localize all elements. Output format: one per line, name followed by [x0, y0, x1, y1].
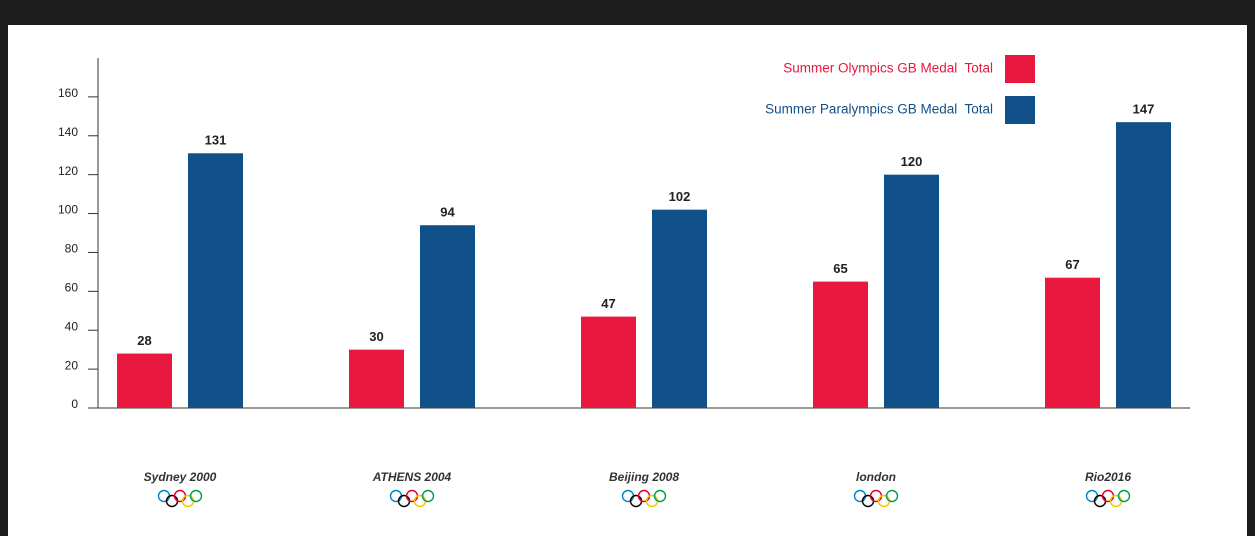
bar [117, 353, 172, 408]
x-tick-label: Sydney 2000 [144, 470, 217, 484]
legend-label: Summer Olympics GB Medal Total [783, 61, 993, 76]
y-tick-label: 60 [65, 281, 79, 295]
bar [349, 349, 404, 408]
bar [581, 316, 636, 408]
y-tick-label: 160 [58, 86, 78, 100]
value-label: 67 [1065, 257, 1079, 272]
y-tick-label: 140 [58, 125, 78, 139]
legend-swatch [1005, 96, 1035, 124]
y-tick-label: 20 [65, 358, 79, 372]
value-label: 47 [601, 296, 615, 311]
legend-label: Summer Paralympics GB Medal Total [765, 102, 993, 117]
value-label: 30 [369, 329, 383, 344]
plot-area: 0 20 40 60 80 100 120 140 160 28 131 Sydney 2000 30 9… [58, 55, 1190, 508]
value-label: 94 [440, 205, 455, 220]
olympic-ring [885, 489, 899, 503]
bar [652, 209, 707, 408]
olympic-ring [1117, 489, 1131, 503]
value-label: 147 [1133, 102, 1155, 117]
y-tick-label: 40 [65, 319, 79, 333]
bar [884, 174, 939, 408]
value-label: 65 [833, 261, 847, 276]
bar [813, 281, 868, 408]
olympic-ring [189, 489, 203, 503]
x-tick-label: london [856, 470, 896, 484]
bar [420, 225, 475, 408]
value-label: 102 [669, 189, 691, 204]
x-tick-label: ATHENS 2004 [372, 470, 452, 484]
value-label: 120 [901, 154, 923, 169]
bar [188, 153, 243, 408]
value-label: 131 [205, 133, 227, 148]
olympic-ring [653, 489, 667, 503]
value-label: 28 [137, 333, 151, 348]
x-tick-label: Rio2016 [1085, 470, 1131, 484]
y-tick-label: 80 [65, 242, 79, 256]
bar [1116, 122, 1171, 409]
olympic-ring [421, 489, 435, 503]
y-tick-label: 120 [58, 164, 78, 178]
legend-swatch [1005, 55, 1035, 83]
y-tick-label: 0 [71, 397, 78, 411]
y-tick-label: 100 [58, 203, 78, 217]
bar [1045, 277, 1100, 408]
x-tick-label: Beijing 2008 [609, 470, 679, 484]
